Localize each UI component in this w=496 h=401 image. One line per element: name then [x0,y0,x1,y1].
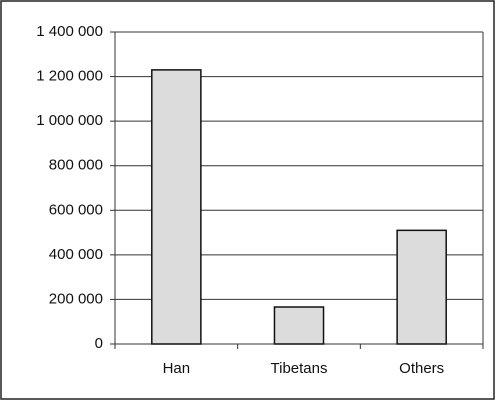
x-tick-label: Others [399,360,444,377]
y-tick-label: 1 200 000 [36,68,103,85]
y-tick-label: 800 000 [49,157,103,174]
y-tick-label: 200 000 [49,290,103,307]
y-tick-label: 0 [95,335,103,352]
x-tick-label: Tibetans [271,360,328,377]
y-tick-label: 400 000 [49,246,103,263]
y-tick-label: 1 400 000 [36,23,103,40]
y-tick-label: 1 000 000 [36,112,103,129]
bar [151,69,202,345]
x-tick-label: Han [163,360,191,377]
bar [273,306,325,345]
y-tick-label: 600 000 [49,201,103,218]
bar [396,229,447,345]
